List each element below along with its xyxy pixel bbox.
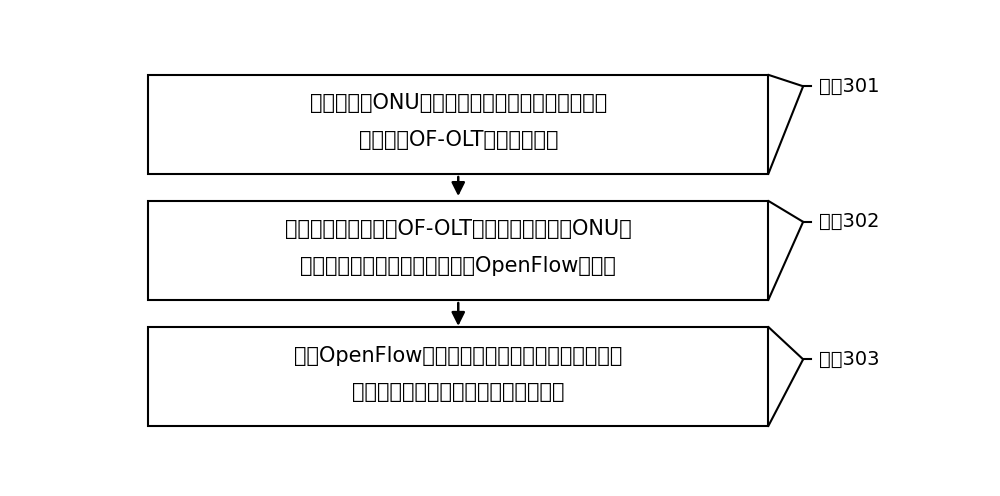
Text: 服务请求和实时流量信息上报给OpenFlow控制器: 服务请求和实时流量信息上报给OpenFlow控制器: [300, 256, 616, 276]
Text: 状态信息，并按照预设的策略分配带宽: 状态信息，并按照预设的策略分配带宽: [352, 382, 564, 402]
Text: 所述光线路终端节点OF-OLT将所述光网络单元ONU的: 所述光线路终端节点OF-OLT将所述光网络单元ONU的: [285, 219, 632, 240]
Text: 步骤303: 步骤303: [819, 350, 879, 369]
Text: 步骤302: 步骤302: [819, 212, 879, 231]
Bar: [148, 327, 768, 426]
Text: 终端节点OF-OLT提交服务申请: 终端节点OF-OLT提交服务申请: [359, 130, 558, 150]
Text: 光网络单元ONU验证服务请求，并向对应的光线路: 光网络单元ONU验证服务请求，并向对应的光线路: [310, 93, 607, 114]
Bar: [148, 75, 768, 174]
Text: 步骤301: 步骤301: [819, 77, 879, 96]
Bar: [148, 201, 768, 300]
Text: 所述OpenFlow控制器汇聚全网资源信息和实时网络: 所述OpenFlow控制器汇聚全网资源信息和实时网络: [294, 346, 622, 366]
